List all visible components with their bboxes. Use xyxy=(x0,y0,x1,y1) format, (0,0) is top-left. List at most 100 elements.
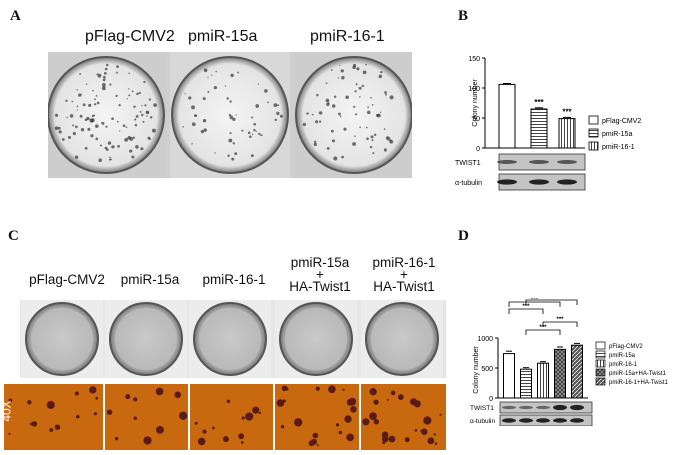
colony-dot xyxy=(194,114,197,118)
colony-dot xyxy=(232,117,236,122)
legend-label: pFlag-CMV2 xyxy=(602,118,641,125)
significance-bracket xyxy=(542,321,578,327)
colony-dot xyxy=(257,83,260,85)
colony-dot xyxy=(144,104,147,107)
colony xyxy=(74,391,79,396)
y-tick-label: 0 xyxy=(476,146,480,153)
colony-dot xyxy=(188,96,192,100)
colony-dot xyxy=(103,75,106,79)
colony-dot xyxy=(91,114,94,118)
colony-dot xyxy=(116,120,119,123)
colony-dot xyxy=(234,152,238,156)
colony-dot xyxy=(136,92,139,96)
colony-dot xyxy=(316,93,319,97)
colony-dot xyxy=(345,95,349,100)
colony-dot xyxy=(318,111,323,115)
colony-dot xyxy=(352,63,357,68)
colony-dot xyxy=(104,146,108,150)
blot-band xyxy=(502,418,516,423)
colony xyxy=(226,399,231,404)
colony-dot xyxy=(116,65,119,68)
colony-dot xyxy=(361,84,364,88)
colony-dot xyxy=(203,68,208,73)
colony-dot xyxy=(127,136,131,140)
blot-band xyxy=(553,418,567,423)
colony xyxy=(285,387,289,391)
micrograph-tile xyxy=(4,384,103,450)
colony-dot xyxy=(96,101,100,105)
dish-a xyxy=(48,56,165,174)
colony-dot xyxy=(115,71,118,74)
colony xyxy=(388,435,396,443)
colony-dot xyxy=(207,90,210,93)
colony-dot xyxy=(325,98,330,103)
colony-dot xyxy=(343,127,347,131)
colony-dot xyxy=(54,126,59,131)
legend-swatch xyxy=(588,115,599,125)
colony-dot xyxy=(104,67,108,71)
colony-dot xyxy=(141,104,143,107)
legend-label: pmiR-15a+HA-Twist1 xyxy=(609,371,667,377)
colony-dot xyxy=(65,99,68,102)
plate-inner-rim xyxy=(197,306,263,372)
y-tick-label: 0 xyxy=(489,396,493,403)
colony xyxy=(397,394,404,400)
blot-band xyxy=(529,179,549,185)
label-c-5: pmiR-16-1 + HA-Twist1 xyxy=(372,255,436,294)
colony-dot xyxy=(105,63,109,67)
y-tick-label: 1000 xyxy=(477,336,493,343)
colony-dot xyxy=(84,146,88,150)
colony xyxy=(342,388,345,391)
colony xyxy=(27,400,32,405)
colony-dot xyxy=(146,115,148,117)
colony-dot xyxy=(326,146,330,150)
colony xyxy=(143,436,152,445)
plate-inner-rim xyxy=(369,306,435,372)
colony-dot xyxy=(365,126,368,129)
colony-dot xyxy=(143,80,146,84)
colony-dot xyxy=(101,82,106,87)
label-c-3: pmiR-16-1 xyxy=(202,272,266,287)
panel-letter-b: B xyxy=(458,8,469,24)
colony-dot xyxy=(339,64,341,67)
significance-label: *** xyxy=(534,98,544,107)
colony-dot xyxy=(141,113,144,117)
colony-dot xyxy=(215,70,217,73)
colony-dot xyxy=(359,96,361,98)
colony-dot xyxy=(124,137,129,142)
colony-dot xyxy=(331,104,336,108)
colony-dot xyxy=(184,93,186,95)
colony-dot xyxy=(151,128,156,133)
bar xyxy=(503,353,515,399)
colony xyxy=(197,437,206,446)
colony xyxy=(241,416,245,420)
soft-agar-plate xyxy=(365,302,439,376)
colony-dot xyxy=(122,124,126,127)
significance-label: *** xyxy=(539,325,547,331)
colony-dot xyxy=(255,104,260,108)
colony xyxy=(293,418,303,427)
label-c-1: pFlag-CMV2 xyxy=(29,272,105,287)
colony-dot xyxy=(359,126,361,129)
blot-band xyxy=(502,405,516,410)
colony-dot xyxy=(110,146,113,148)
colony xyxy=(133,416,137,420)
colony-dot xyxy=(247,131,251,135)
legend-swatch xyxy=(595,350,606,359)
colony-dot xyxy=(66,116,68,119)
blot-band xyxy=(536,418,550,423)
legend-swatch xyxy=(588,128,599,138)
colony-dot xyxy=(126,98,128,100)
colony-dot xyxy=(79,114,83,118)
colony xyxy=(156,425,164,434)
colony xyxy=(316,444,319,447)
colony xyxy=(95,396,99,400)
blot-band xyxy=(519,418,533,423)
colony-dot xyxy=(341,155,344,159)
colony xyxy=(194,421,198,425)
colony-dot xyxy=(72,124,75,127)
colony-dot xyxy=(380,71,383,74)
colony-dot xyxy=(97,73,102,78)
legend-swatch xyxy=(595,359,606,368)
colony-dot xyxy=(354,90,357,93)
